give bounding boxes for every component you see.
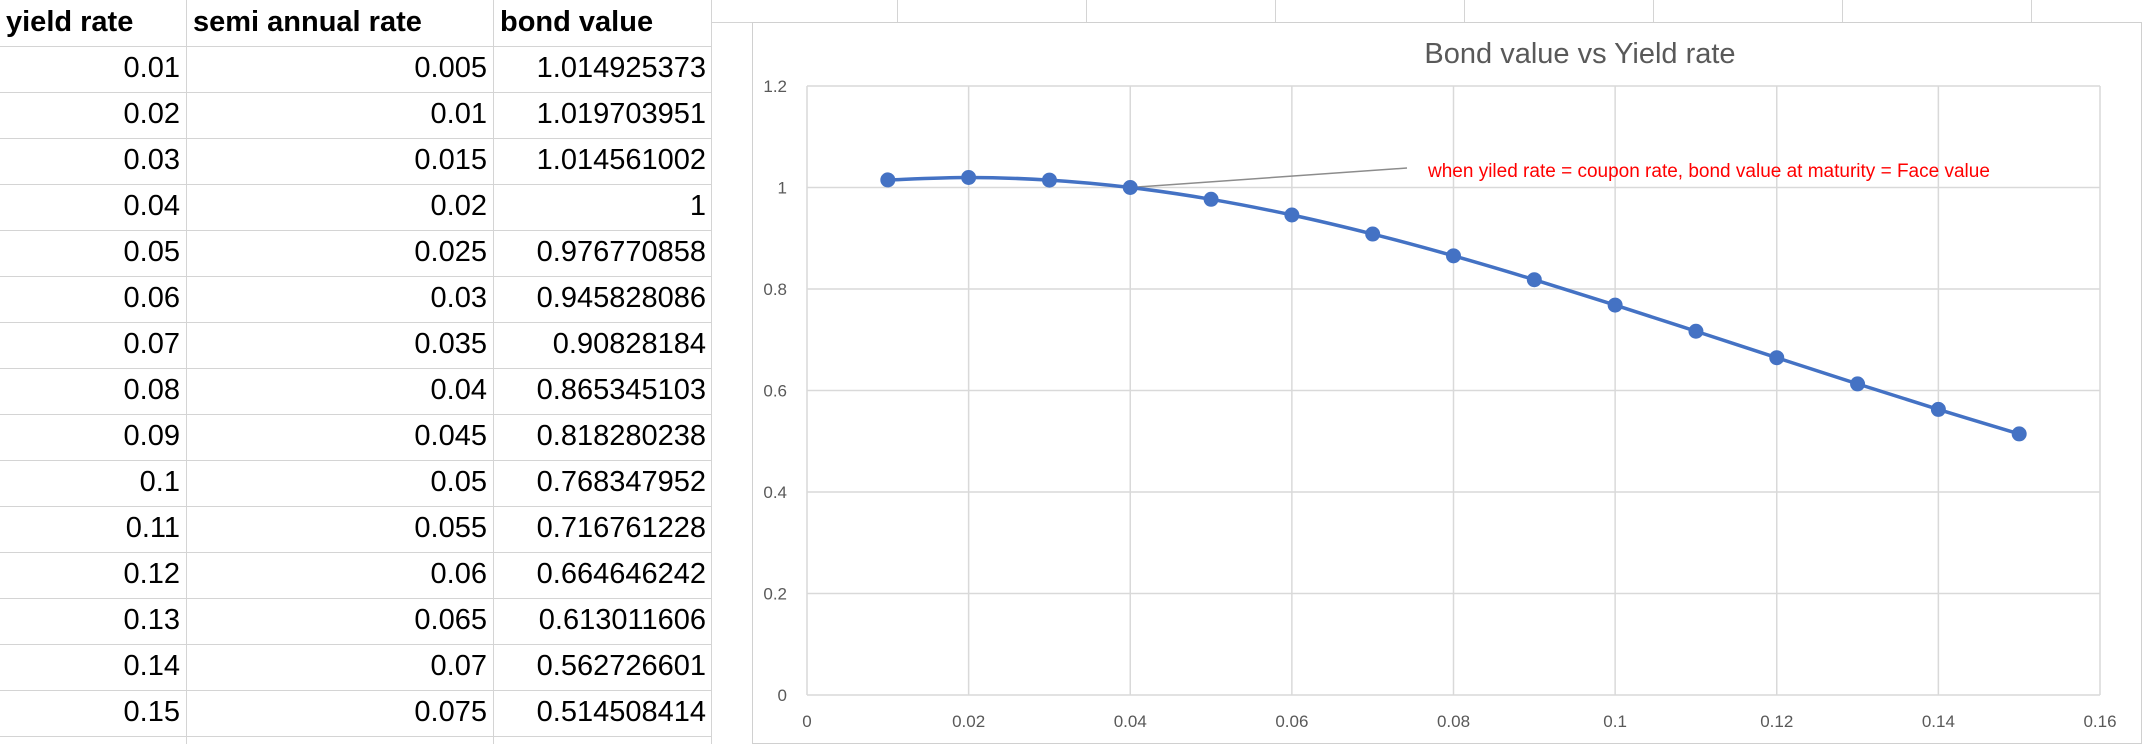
- cell-bond-value[interactable]: 0.768347952: [494, 460, 712, 505]
- y-tick-label: 0.4: [763, 483, 787, 502]
- cell-yield-rate[interactable]: 0.15: [0, 690, 186, 735]
- row-divider: [0, 736, 712, 737]
- y-tick-label: 1.2: [763, 77, 787, 96]
- cell-semi-annual-rate[interactable]: 0.06: [187, 552, 493, 597]
- data-point: [2012, 427, 2026, 441]
- x-tick-label: 0.14: [1922, 712, 1955, 731]
- data-point: [1204, 192, 1218, 206]
- cell-bond-value[interactable]: 0.664646242: [494, 552, 712, 597]
- data-point: [1447, 249, 1461, 263]
- cell-bond-value[interactable]: 0.976770858: [494, 230, 712, 275]
- data-point: [962, 171, 976, 185]
- cell-semi-annual-rate[interactable]: 0.01: [187, 92, 493, 137]
- cell-semi-annual-rate[interactable]: 0.075: [187, 690, 493, 735]
- column-divider: [1653, 0, 1654, 22]
- y-tick-label: 0: [778, 686, 787, 705]
- y-tick-label: 1: [778, 179, 787, 198]
- x-tick-label: 0.08: [1437, 712, 1470, 731]
- cell-yield-rate[interactable]: 0.12: [0, 552, 186, 597]
- cell-semi-annual-rate[interactable]: 0.07: [187, 644, 493, 689]
- cell-semi-annual-rate[interactable]: 0.035: [187, 322, 493, 367]
- cell-yield-rate[interactable]: 0.04: [0, 184, 186, 229]
- x-tick-label: 0.02: [952, 712, 985, 731]
- cell-semi-annual-rate[interactable]: 0.005: [187, 46, 493, 91]
- cell-semi-annual-rate[interactable]: 0.045: [187, 414, 493, 459]
- cell-yield-rate[interactable]: 0.1: [0, 460, 186, 505]
- cell-yield-rate[interactable]: 0.05: [0, 230, 186, 275]
- column-divider: [1464, 0, 1465, 22]
- x-tick-label: 0.16: [2083, 712, 2116, 731]
- data-point: [1931, 402, 1945, 416]
- chart-svg: 0 0.2 0.4 0.6 0.8 1 1.2 0 0.02 0.04 0.06 0.08 0.1 0.1…: [753, 23, 2142, 745]
- cell-bond-value[interactable]: 1.014925373: [494, 46, 712, 91]
- cell-bond-value[interactable]: 0.818280238: [494, 414, 712, 459]
- x-tick-label: 0.04: [1114, 712, 1147, 731]
- cell-bond-value[interactable]: 0.613011606: [494, 598, 712, 643]
- cell-bond-value[interactable]: 0.945828086: [494, 276, 712, 321]
- data-point: [1042, 173, 1056, 187]
- cell-semi-annual-rate[interactable]: 0.03: [187, 276, 493, 321]
- cell-yield-rate[interactable]: 0.02: [0, 92, 186, 137]
- annotation-label: when yiled rate = coupon rate, bond valu…: [1427, 161, 1990, 182]
- cell-semi-annual-rate[interactable]: 0.05: [187, 460, 493, 505]
- data-point: [881, 173, 895, 187]
- x-tick-label: 0.12: [1760, 712, 1793, 731]
- header-semi-annual-rate[interactable]: semi annual rate: [187, 0, 493, 45]
- x-tick-label: 0: [802, 712, 811, 731]
- column-divider: [1275, 0, 1276, 22]
- cell-bond-value[interactable]: 0.514508414: [494, 690, 712, 735]
- cell-semi-annual-rate[interactable]: 0.055: [187, 506, 493, 551]
- data-point: [1527, 273, 1541, 287]
- cell-yield-rate[interactable]: 0.11: [0, 506, 186, 551]
- data-point: [1285, 208, 1299, 222]
- cell-bond-value[interactable]: 0.90828184: [494, 322, 712, 367]
- data-point: [1366, 227, 1380, 241]
- column-divider: [897, 0, 898, 22]
- annotation-leader-line: [1130, 168, 1407, 188]
- cell-semi-annual-rate[interactable]: 0.04: [187, 368, 493, 413]
- cell-bond-value[interactable]: 0.716761228: [494, 506, 712, 551]
- header-yield-rate[interactable]: yield rate: [0, 0, 186, 45]
- cell-bond-value[interactable]: 1.019703951: [494, 92, 712, 137]
- cell-semi-annual-rate[interactable]: 0.025: [187, 230, 493, 275]
- cell-semi-annual-rate[interactable]: 0.02: [187, 184, 493, 229]
- cell-bond-value[interactable]: 0.865345103: [494, 368, 712, 413]
- x-tick-label: 0.1: [1603, 712, 1627, 731]
- header-bond-value[interactable]: bond value: [494, 0, 712, 45]
- column-divider: [1842, 0, 1843, 22]
- data-point: [1851, 377, 1865, 391]
- cell-yield-rate[interactable]: 0.06: [0, 276, 186, 321]
- cell-semi-annual-rate[interactable]: 0.065: [187, 598, 493, 643]
- bond-value-chart[interactable]: 0 0.2 0.4 0.6 0.8 1 1.2 0 0.02 0.04 0.06 0.08 0.1 0.1…: [752, 22, 2142, 744]
- data-point: [1608, 298, 1622, 312]
- column-divider: [2031, 0, 2032, 22]
- y-tick-label: 0.6: [763, 382, 787, 401]
- cell-yield-rate[interactable]: 0.13: [0, 598, 186, 643]
- data-point: [1770, 351, 1784, 365]
- x-tick-label: 0.06: [1275, 712, 1308, 731]
- y-tick-label: 0.2: [763, 585, 787, 604]
- chart-title: Bond value vs Yield rate: [1424, 38, 1735, 70]
- data-point: [1689, 324, 1703, 338]
- cell-semi-annual-rate[interactable]: 0.015: [187, 138, 493, 183]
- cell-yield-rate[interactable]: 0.14: [0, 644, 186, 689]
- y-tick-label: 0.8: [763, 280, 787, 299]
- cell-yield-rate[interactable]: 0.09: [0, 414, 186, 459]
- cell-yield-rate[interactable]: 0.01: [0, 46, 186, 91]
- cell-yield-rate[interactable]: 0.03: [0, 138, 186, 183]
- cell-bond-value[interactable]: 1: [494, 184, 712, 229]
- column-divider: [1086, 0, 1087, 22]
- cell-yield-rate[interactable]: 0.08: [0, 368, 186, 413]
- cell-yield-rate[interactable]: 0.07: [0, 322, 186, 367]
- cell-bond-value[interactable]: 0.562726601: [494, 644, 712, 689]
- data-point: [1123, 181, 1137, 195]
- cell-bond-value[interactable]: 1.014561002: [494, 138, 712, 183]
